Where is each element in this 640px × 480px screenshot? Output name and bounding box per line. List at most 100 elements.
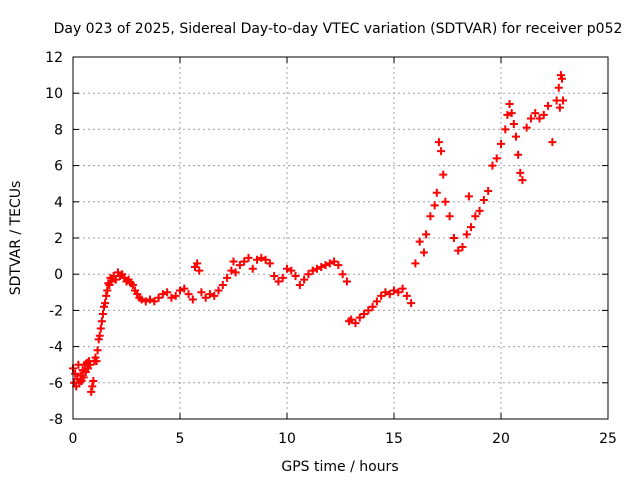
data-point [518,176,527,185]
data-point [505,100,514,109]
data-point [526,114,535,123]
data-point [248,264,257,273]
data-point [205,290,214,299]
y-tick-label: -4 [49,340,63,356]
data-point [522,123,531,132]
data-point [103,286,112,295]
data-point [501,125,510,134]
data-point [304,270,313,279]
y-tick-label: 12 [45,50,63,66]
data-point [492,154,501,163]
data-point [467,223,476,232]
data-point [163,288,172,297]
data-point [97,317,106,326]
data-point [372,297,381,306]
data-point [394,288,403,297]
data-point [411,259,420,268]
data-point [364,306,373,315]
data-point [111,275,120,284]
data-point [398,284,407,293]
data-point [317,262,326,271]
data-point [351,319,360,328]
data-point [240,257,249,266]
data-point [158,290,167,299]
data-point [88,382,97,391]
data-point [95,331,104,340]
y-tick-label: 2 [54,231,63,247]
data-point [535,114,544,123]
data-point [355,313,364,322]
data-point [544,101,553,110]
data-point [223,273,232,282]
data-point [71,369,80,378]
x-tick-labels: 0 5 10 15 20 25 [69,431,617,447]
data-point [195,266,204,275]
data-point [330,257,339,266]
data-point [244,253,253,262]
data-point [559,96,568,105]
data-point [274,277,283,286]
data-point [154,293,163,302]
y-tick-label: 0 [54,267,63,283]
data-points [69,71,568,396]
data-point [193,259,202,268]
data-point [514,150,523,159]
x-tick-label: 20 [492,431,510,447]
data-point [407,299,416,308]
data-point [437,147,446,156]
data-point [475,206,484,215]
y-tick-labels: -8 -6 -4 -2 0 2 4 6 8 10 12 [45,50,63,428]
data-point [210,291,219,300]
data-point [509,119,518,128]
data-point [102,291,111,300]
data-point [531,109,540,118]
data-point [235,261,244,270]
data-point [176,286,184,295]
data-point [218,281,227,290]
x-tick-label: 5 [176,431,185,447]
chart-title: Day 023 of 2025, Sidereal Day-to-day VTE… [54,21,623,37]
data-point [87,387,96,396]
data-point [89,376,98,385]
data-point [180,284,189,293]
y-tick-label: 6 [54,159,63,175]
data-point [511,132,520,141]
data-point [257,253,266,262]
data-point [432,188,441,197]
data-point [445,212,454,221]
data-point [439,170,448,179]
data-point [377,291,386,300]
y-tick-label: -6 [49,376,63,392]
data-point [278,273,287,282]
x-tick-label: 15 [385,431,403,447]
data-point [434,138,443,147]
data-point [107,277,116,286]
data-point [484,186,493,195]
data-point [167,293,176,302]
data-point [96,324,105,333]
data-point [426,212,435,221]
y-tick-label: 8 [54,122,63,138]
data-point [171,291,180,300]
data-point [342,277,351,286]
data-point [261,255,270,264]
data-point [488,161,497,170]
data-point [347,315,356,324]
data-point [368,302,377,311]
data-point [464,192,473,201]
x-tick-label: 25 [599,431,617,447]
data-point [462,230,471,239]
x-tick-label: 0 [69,431,78,447]
data-point [197,288,206,297]
data-point [402,291,411,300]
data-point [385,290,394,299]
data-point [334,261,343,270]
data-point [86,360,95,369]
data-point [497,139,505,148]
data-point [283,264,291,273]
data-point [214,286,223,295]
data-point [381,288,390,297]
data-point [227,266,236,275]
data-point [360,310,369,319]
